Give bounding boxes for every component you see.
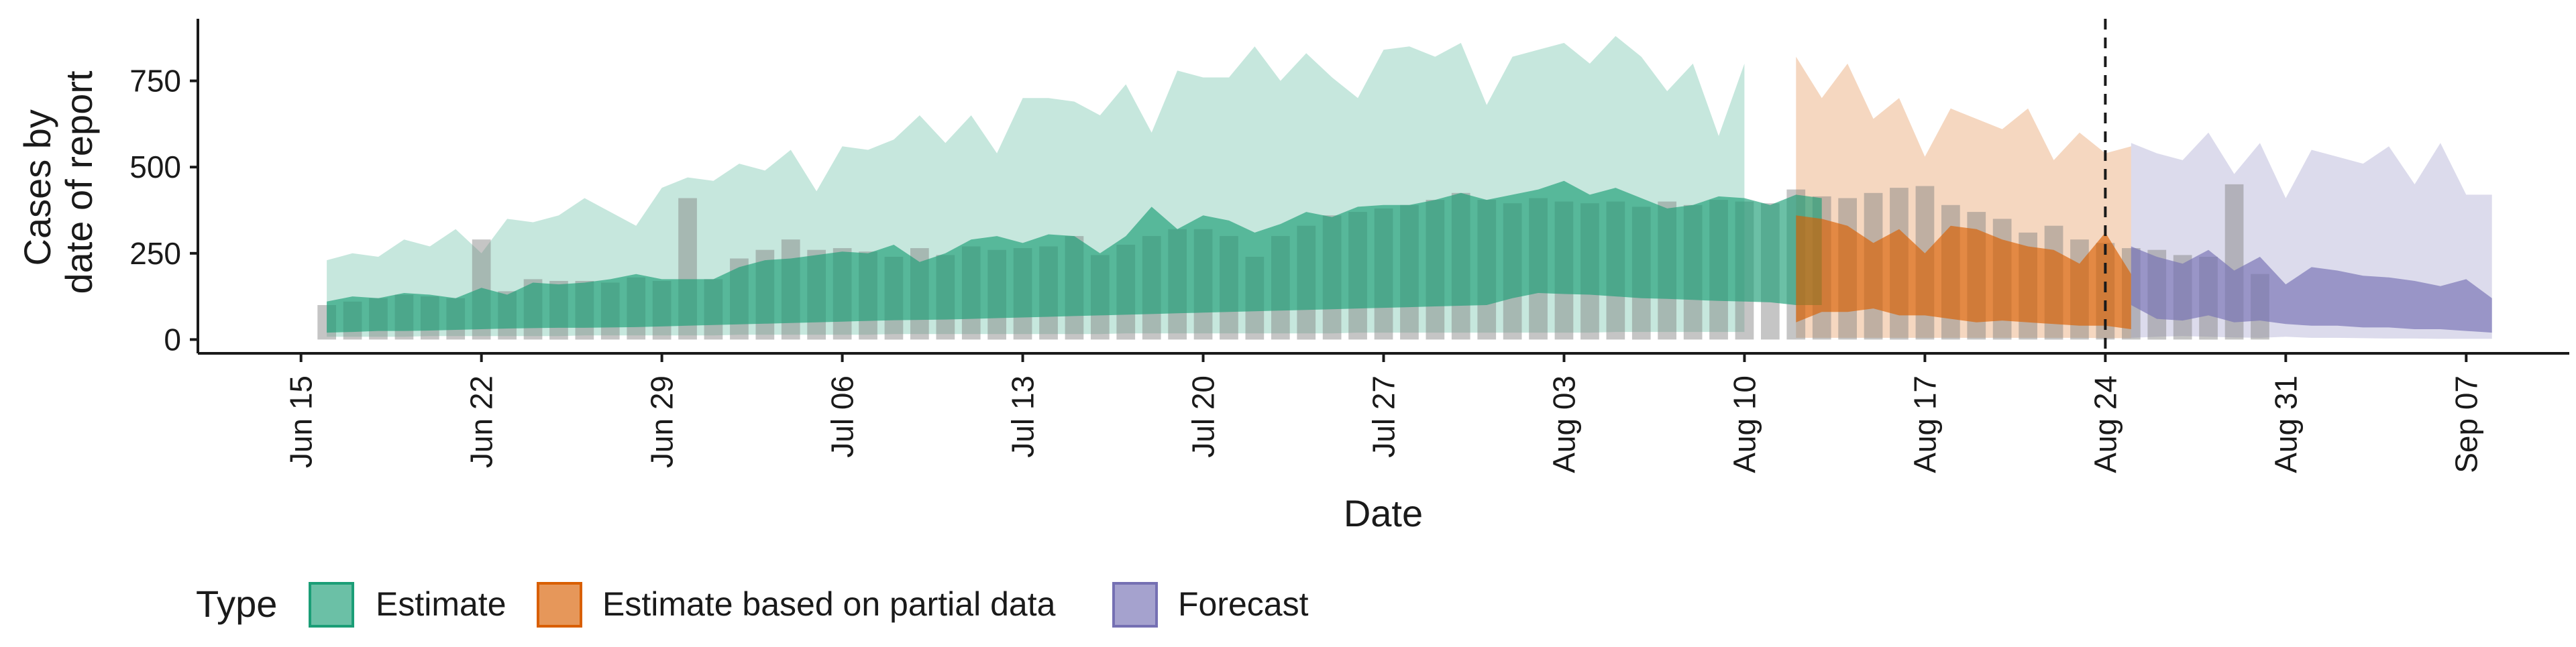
x-tick-label: Aug 10	[1727, 375, 1762, 473]
y-tick-label: 750	[129, 64, 181, 99]
x-tick-label: Aug 31	[2268, 375, 2303, 473]
legend-title: Type	[196, 583, 277, 625]
y-tick-label: 0	[164, 322, 181, 357]
x-tick-label: Aug 24	[2088, 375, 2123, 473]
legend-swatch-forecast	[1112, 582, 1158, 628]
legend-label-forecast: Forecast	[1178, 585, 1309, 623]
ribbon-inner-partial	[1796, 215, 2131, 329]
y-tick-label: 250	[129, 236, 181, 271]
x-tick-label: Jul 06	[825, 375, 860, 458]
x-tick-label: Jun 15	[284, 375, 319, 468]
plot-area	[317, 19, 2492, 353]
y-axis-title: Cases by date of report	[16, 70, 100, 294]
legend: Type Estimate Estimate based on partial …	[196, 582, 1309, 628]
x-tick-label: Jun 29	[645, 375, 680, 468]
x-tick-label: Jun 22	[464, 375, 499, 468]
x-tick-label: Jul 13	[1006, 375, 1040, 458]
legend-swatch-partial	[537, 582, 582, 628]
x-axis-title: Date	[1344, 492, 1423, 534]
x-tick-label: Aug 03	[1547, 375, 1582, 473]
x-tick-label: Sep 07	[2449, 375, 2483, 473]
x-tick-label: Jul 20	[1186, 375, 1221, 458]
legend-swatch-estimate	[309, 582, 354, 628]
y-axis-title-line-1: Cases by	[16, 109, 58, 266]
x-tick-label: Aug 17	[1907, 375, 1942, 473]
y-axis-title-line-2: date of report	[58, 70, 100, 294]
legend-label-estimate: Estimate	[376, 585, 506, 623]
axes: 0 250 500 750 Jun 15 Jun 22 Jun 29 Jul 06 Jul 13…	[129, 19, 2569, 473]
ribbon-inner-forecast	[2131, 246, 2492, 333]
y-tick-label: 500	[129, 150, 181, 184]
x-tick-label: Jul 27	[1366, 375, 1401, 458]
legend-label-partial: Estimate based on partial data	[602, 585, 1056, 623]
ribbon-inner-estimate	[327, 180, 1822, 333]
